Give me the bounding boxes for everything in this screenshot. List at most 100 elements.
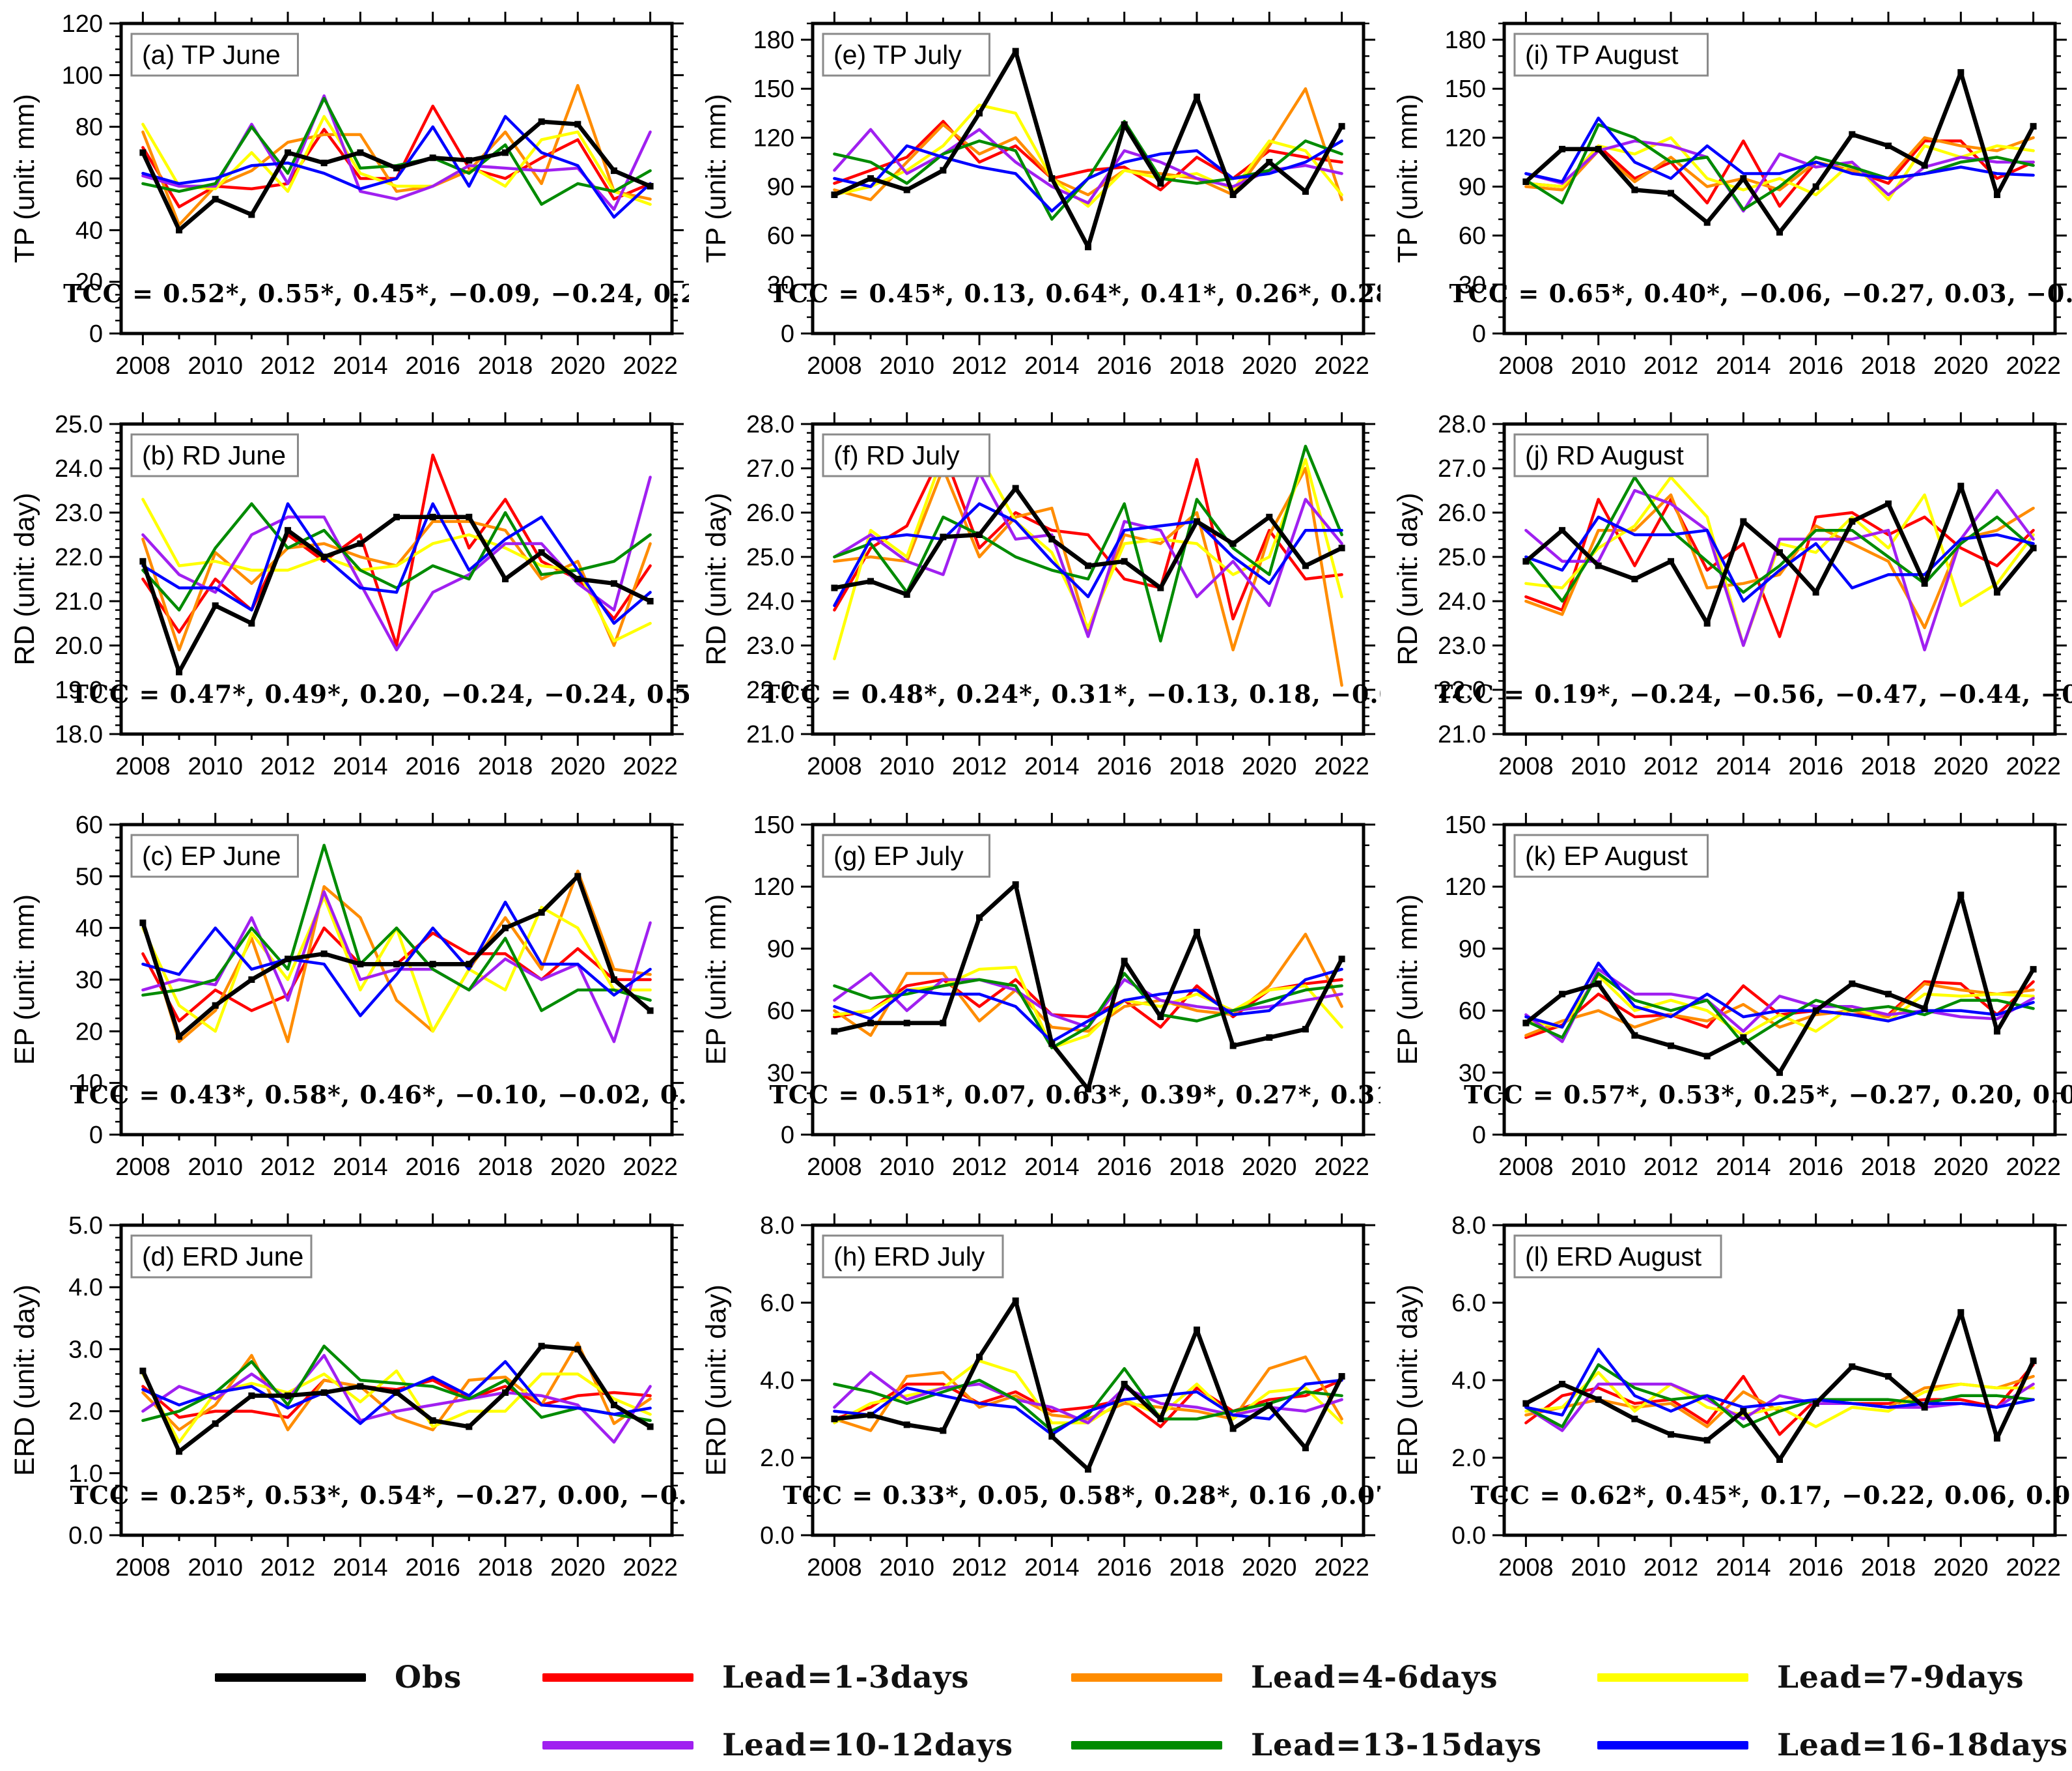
- series-lead_1_3: [833, 978, 1343, 1029]
- x-tick-label: 2020: [1242, 1554, 1297, 1581]
- obs-marker: [1993, 1435, 2000, 1442]
- obs-marker: [1884, 500, 1892, 507]
- y-tick-label: 50: [76, 863, 103, 890]
- obs-marker: [466, 961, 473, 968]
- obs-marker: [248, 620, 255, 627]
- obs-marker: [320, 950, 328, 957]
- y-axis-label: RD (unit: day): [1392, 492, 1423, 665]
- legend-label: Lead=13-15days: [1251, 1727, 1543, 1763]
- obs-marker: [1559, 527, 1566, 534]
- tcc-annotation: TCC = 0.65*, 0.40*, −0.06, −0.27, 0.03, …: [1449, 279, 2072, 308]
- panel-title: (c) EP June: [142, 841, 281, 871]
- x-tick-label: 2014: [333, 1554, 388, 1581]
- obs-marker: [1921, 1005, 1928, 1012]
- obs-marker: [2030, 545, 2037, 552]
- x-tick-label: 2008: [807, 1554, 862, 1581]
- series-lead_13_15: [141, 843, 652, 1012]
- obs-marker: [574, 576, 581, 582]
- obs-marker: [212, 1420, 219, 1427]
- lead-4-6-line-swatch: [1071, 1673, 1222, 1682]
- obs-marker: [1522, 1400, 1530, 1407]
- panel-title-box: [822, 1234, 1004, 1279]
- y-tick-label: 20: [76, 1018, 103, 1045]
- obs-marker: [285, 1392, 292, 1399]
- obs-marker: [501, 924, 509, 931]
- y-tick-label: 0: [1472, 1122, 1486, 1149]
- x-tick-label: 2018: [478, 352, 533, 380]
- series-lead_4_6: [141, 83, 652, 227]
- obs-marker: [1921, 580, 1928, 587]
- obs-marker: [1229, 540, 1237, 547]
- x-tick-label: 2022: [623, 1154, 678, 1181]
- y-tick-label: 120: [1445, 873, 1486, 901]
- y-tick-label: 10: [76, 1070, 103, 1098]
- y-tick-label: 18.0: [55, 721, 103, 748]
- obs-marker: [212, 1002, 219, 1009]
- panel-title: (f) RD July: [833, 440, 960, 470]
- obs-marker: [1740, 1408, 1747, 1415]
- x-tick-label: 2016: [405, 352, 460, 380]
- obs-marker: [610, 976, 617, 983]
- y-tick-label: 24.0: [746, 588, 794, 616]
- obs-marker: [1703, 1437, 1711, 1444]
- obs-marker: [1668, 558, 1675, 565]
- obs-marker: [285, 956, 292, 963]
- x-tick-label: 2008: [115, 1554, 171, 1581]
- x-tick-label: 2008: [1498, 1154, 1554, 1181]
- obs-marker: [1849, 518, 1856, 525]
- x-tick-label: 2022: [2006, 753, 2061, 780]
- x-tick-label: 2012: [260, 1554, 316, 1581]
- y-tick-label: 150: [753, 76, 794, 103]
- x-tick-label: 2018: [1169, 1554, 1225, 1581]
- series-lead_7_9: [141, 115, 652, 206]
- y-tick-label: 25.0: [1438, 544, 1486, 571]
- obs-marker: [538, 909, 545, 916]
- x-tick-label: 2018: [1861, 753, 1916, 780]
- obs-marker: [647, 1007, 654, 1014]
- panel-title-box: [1513, 433, 1709, 477]
- y-tick-label: 5.0: [68, 1212, 103, 1240]
- obs-marker: [1266, 1402, 1273, 1409]
- series-lead_16_18: [141, 115, 652, 219]
- x-tick-label: 2016: [1788, 352, 1843, 380]
- x-tick-label: 2020: [1933, 352, 1989, 380]
- obs-marker: [610, 167, 617, 175]
- obs-marker: [1522, 558, 1530, 565]
- x-tick-label: 2008: [1498, 352, 1554, 380]
- x-tick-label: 2020: [550, 1154, 606, 1181]
- y-axis-label: TP (unit: mm): [1392, 94, 1423, 263]
- obs-marker: [429, 961, 436, 968]
- panel-title: (k) EP August: [1525, 841, 1688, 871]
- x-tick-label: 2014: [1024, 352, 1080, 380]
- obs-marker: [1522, 178, 1530, 186]
- panel-title-box: [130, 1234, 313, 1279]
- y-tick-label: 30: [767, 272, 794, 299]
- obs-marker: [1776, 549, 1783, 556]
- obs-marker: [976, 109, 983, 117]
- obs-marker: [1957, 483, 1965, 490]
- x-tick-label: 2016: [1788, 753, 1843, 780]
- panel-title: (e) TP July: [833, 40, 962, 70]
- obs-marker: [1302, 1026, 1309, 1033]
- obs-marker: [1668, 190, 1675, 197]
- y-tick-label: 25.0: [746, 544, 794, 571]
- obs-marker: [1048, 1433, 1056, 1440]
- y-axis-label: EP (unit: mm): [9, 894, 40, 1065]
- chart-a: 2008 2010 2012 2014 2016 2018 2020 2022 0 20 40 60 8…: [9, 10, 729, 380]
- x-tick-label: 2022: [2006, 1154, 2061, 1181]
- obs-marker: [212, 195, 219, 203]
- x-tick-label: 2010: [188, 1154, 243, 1181]
- series-lead_13_15: [141, 1344, 652, 1423]
- series-lead_13_15: [1524, 1363, 2035, 1428]
- obs-marker: [1157, 1013, 1164, 1021]
- obs-marker: [320, 554, 328, 560]
- y-tick-label: 30: [767, 1060, 794, 1087]
- y-tick-label: 40: [76, 915, 103, 942]
- x-tick-label: 2022: [1314, 1154, 1369, 1181]
- x-tick-label: 2016: [1097, 753, 1152, 780]
- x-tick-label: 2018: [1169, 753, 1225, 780]
- series-obs: [1524, 70, 2036, 234]
- panel-title-box: [1513, 33, 1709, 77]
- y-tick-label: 0: [89, 320, 103, 348]
- y-tick-label: 28.0: [746, 411, 794, 438]
